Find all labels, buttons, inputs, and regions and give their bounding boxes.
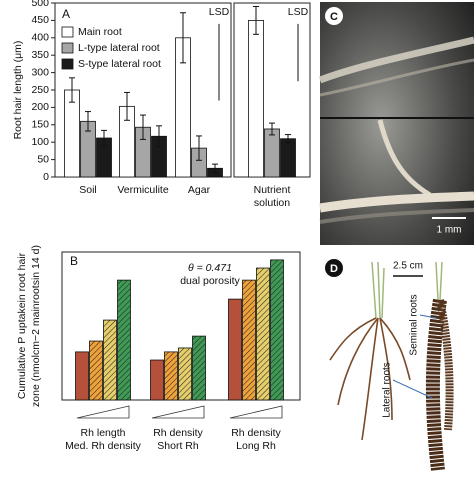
legend-label: Main root [78, 26, 122, 38]
y-tick-label: 50 [37, 153, 49, 165]
x-tick-label: Nutrient [254, 184, 291, 196]
error-bar [180, 12, 186, 64]
bar [117, 279, 131, 401]
x-tick-label: solution [254, 197, 290, 209]
error-bar [124, 91, 130, 121]
bar [89, 340, 103, 401]
x-tick-label: Rh density [153, 427, 203, 439]
bar [192, 335, 206, 401]
photo-c: C 1 mm [318, 2, 474, 245]
x-tick-label: Rh length [81, 427, 126, 439]
bar [248, 19, 264, 178]
error-bar [69, 77, 75, 103]
panel-label: D [330, 263, 338, 275]
panel-label: A [62, 7, 70, 21]
panel-label: C [330, 11, 338, 23]
y-tick-label: 350 [31, 49, 49, 61]
legend-label: S-type lateral root [78, 58, 161, 70]
x-tick-label: Soil [79, 184, 97, 196]
gradient-wedge [229, 405, 283, 419]
legend-swatch [61, 42, 74, 54]
bar [256, 267, 270, 401]
error-bar [196, 135, 202, 161]
root-annotation: Lateral roots [382, 362, 393, 418]
photo-d: D 2.5 cm Seminal roots Lateral roots [325, 259, 454, 471]
y-tick-label: 200 [31, 101, 49, 113]
annotation: dual porosity [180, 275, 240, 287]
root-annotation: Seminal roots [409, 294, 420, 355]
error-bar [85, 111, 91, 132]
y-tick-label: 150 [31, 119, 49, 131]
error-bar [101, 129, 107, 147]
y-tick-label: 450 [31, 14, 49, 26]
scale-label: 2.5 cm [393, 261, 423, 272]
lsd-label: LSD [288, 6, 309, 18]
scale-label: 1 mm [437, 225, 462, 236]
gradient-wedge [76, 405, 130, 419]
bar [264, 128, 280, 178]
bar [270, 259, 284, 401]
error-bar [140, 114, 146, 140]
lsd-label: LSD [209, 6, 230, 18]
y-tick-label: 400 [31, 32, 49, 44]
gradient-wedge [151, 405, 205, 419]
y-axis-label: Cumulative P uptakein root hair [16, 252, 28, 399]
error-bar [253, 5, 259, 35]
y-tick-label: 500 [31, 0, 49, 9]
x-tick-label: Vermiculite [117, 184, 169, 196]
legend-label: L-type lateral root [78, 42, 160, 54]
bar [164, 351, 178, 401]
legend-swatch [61, 58, 74, 70]
bar [75, 351, 89, 401]
annotation: θ = 0.471 [188, 262, 232, 274]
x-tick-label: Short Rh [157, 440, 199, 452]
bar [150, 359, 164, 401]
error-bar [269, 122, 275, 136]
bar [242, 279, 256, 401]
x-tick-label: Agar [188, 184, 211, 196]
y-axis-label: zone (nmolcm−2 mainrootsin 14 d) [30, 245, 42, 407]
bar [280, 138, 296, 178]
y-tick-label: 300 [31, 66, 49, 78]
bar [228, 298, 242, 401]
y-axis-label: Root hair length (μm) [12, 41, 24, 140]
y-tick-label: 250 [31, 84, 49, 96]
y-tick-label: 100 [31, 136, 49, 148]
x-tick-label: Long Rh [236, 440, 276, 452]
legend-swatch [61, 26, 74, 38]
bar [103, 319, 117, 401]
error-bar [156, 125, 162, 148]
bar [64, 89, 80, 178]
error-bar [212, 163, 218, 173]
x-tick-label: Rh density [231, 427, 281, 439]
bar [178, 347, 192, 401]
panel-label: B [70, 254, 78, 268]
y-tick-label: 0 [43, 171, 49, 183]
error-bar [285, 134, 291, 144]
x-tick-label: Med. Rh density [65, 440, 142, 452]
